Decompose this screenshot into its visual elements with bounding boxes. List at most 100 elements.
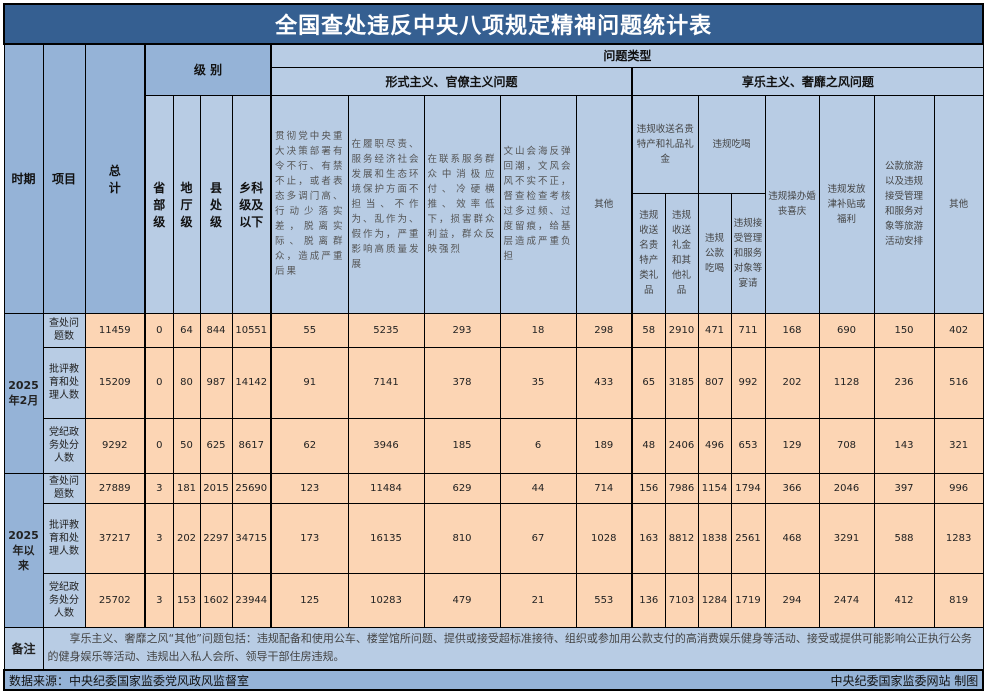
data-cell: 23944 — [231, 572, 272, 628]
data-cell: 496 — [697, 417, 732, 474]
data-cell: 150 — [873, 312, 935, 348]
header-level-provincial: 省部级 — [144, 94, 174, 314]
data-cell: 25702 — [84, 572, 146, 628]
data-cell: 125 — [270, 572, 349, 628]
data-cell: 163 — [631, 502, 666, 574]
data-cell: 625 — [199, 417, 233, 474]
data-cell: 153 — [172, 572, 201, 628]
data-cell: 50 — [172, 417, 201, 474]
data-cell: 25690 — [231, 472, 272, 504]
header-travel: 公款旅游以及违规接受管理和服务对象等旅游活动安排 — [873, 94, 935, 314]
data-cell: 5235 — [347, 312, 425, 348]
table-title: 全国查处违反中央八项规定精神问题统计表 — [2, 3, 985, 45]
data-cell: 80 — [172, 346, 201, 419]
header-gift-money: 违规收送礼金和其他礼品 — [664, 192, 699, 314]
data-cell: 1154 — [697, 472, 732, 504]
header-formalism-col-2: 在履职尽责、服务经济社会发展和生态环境保护方面不担当、不作为、乱作为、假作为，严… — [347, 94, 425, 314]
statistics-table-container: 全国查处违反中央八项规定精神问题统计表 时期 项目 总计 级 别 问题类型 形式… — [2, 3, 985, 691]
data-cell: 37217 — [84, 502, 146, 574]
data-cell: 471 — [697, 312, 732, 348]
data-cell: 708 — [818, 417, 875, 474]
data-cell: 11484 — [347, 472, 425, 504]
remark-text: 享乐主义、奢靡之风“其他”问题包括：违规配备和使用公车、楼堂馆所问题、提供或接受… — [42, 626, 984, 671]
header-gift-specialties: 违规收送名贵特产类礼品 — [631, 192, 666, 314]
header-formalism-col-3: 在联系服务群众中消极应付、冷硬横推、效率低下，损害群众利益，群众反映强烈 — [423, 94, 501, 314]
data-cell: 3 — [144, 572, 174, 628]
data-cell: 987 — [199, 346, 233, 419]
footer: 数据来源：中央纪委国家监委党风政风监督室 中央纪委国家监委网站 制图 — [2, 669, 985, 691]
data-cell: 27889 — [84, 472, 146, 504]
header-formalism-col-1: 贯彻党中央重大决策部署有令不行、有禁不止，或者表态多调门高、行动少落实差，脱离实… — [270, 94, 349, 314]
data-cell: 1602 — [199, 572, 233, 628]
data-cell: 3185 — [664, 346, 699, 419]
data-cell: 629 — [423, 472, 501, 504]
data-cell: 35 — [499, 346, 577, 419]
data-cell: 11459 — [84, 312, 146, 348]
data-cell: 21 — [499, 572, 577, 628]
table-row: 党纪政务处分人数 25702 3 153 1602 23944 125 10283 479 21 5… — [4, 572, 984, 628]
data-cell: 202 — [172, 502, 201, 574]
data-cell: 16135 — [347, 502, 425, 574]
header-allowances: 违规发放津补贴或福利 — [818, 94, 875, 314]
data-cell: 129 — [764, 417, 820, 474]
header-formalism-other: 其他 — [575, 94, 633, 314]
data-cell: 2474 — [818, 572, 875, 628]
data-cell: 143 — [873, 417, 935, 474]
data-cell: 91 — [270, 346, 349, 419]
data-cell: 653 — [730, 417, 766, 474]
data-cell: 366 — [764, 472, 820, 504]
data-cell: 0 — [144, 346, 174, 419]
data-cell: 402 — [933, 312, 984, 348]
row-item-label: 查处问题数 — [42, 472, 86, 504]
header-gift-group: 违规收送名贵特产和礼品礼金 — [631, 94, 699, 194]
data-cell: 14142 — [231, 346, 272, 419]
data-cell: 2046 — [818, 472, 875, 504]
data-cell: 553 — [575, 572, 633, 628]
data-cell: 819 — [933, 572, 984, 628]
data-cell: 516 — [933, 346, 984, 419]
data-cell: 6 — [499, 417, 577, 474]
data-cell: 433 — [575, 346, 633, 419]
data-cell: 690 — [818, 312, 875, 348]
table-row: 2025年2月 查处问题数 11459 0 64 844 10551 55 5235 293 18 2… — [3, 312, 984, 474]
table-row: 批评教育和处理人数 37217 3 202 2297 34715 173 16135 810 67… — [4, 502, 984, 574]
data-cell: 378 — [423, 346, 501, 419]
data-cell: 123 — [270, 472, 349, 504]
data-cell: 294 — [764, 572, 820, 628]
data-cell: 44 — [499, 472, 577, 504]
header-level-township: 乡科级及以下 — [231, 94, 272, 314]
data-cell: 0 — [144, 417, 174, 474]
data-cell: 479 — [423, 572, 501, 628]
header-hedonism: 享乐主义、奢靡之风问题 — [630, 66, 984, 96]
data-cell: 810 — [423, 502, 501, 574]
table-row: 党纪政务处分人数 9292 0 50 625 8617 62 3946 185 6 189 48 240… — [4, 417, 984, 474]
data-cell: 992 — [730, 346, 766, 419]
header-level: 级 别 — [144, 43, 272, 96]
data-cell: 15209 — [84, 346, 146, 419]
data-cell: 1028 — [575, 502, 633, 574]
data-cell: 185 — [423, 417, 501, 474]
data-cell: 202 — [764, 346, 820, 419]
data-cell: 2406 — [664, 417, 699, 474]
header-formalism-col-4: 文山会海反弹回潮，文风会风不实不正，督查检查考核过多过频、过度留痕，给基层造成严… — [499, 94, 577, 314]
data-cell: 7103 — [664, 572, 699, 628]
row-item-label: 批评教育和处理人数 — [42, 346, 86, 419]
data-cell: 8617 — [231, 417, 272, 474]
data-cell: 2561 — [730, 502, 766, 574]
data-cell: 236 — [873, 346, 935, 419]
data-cell: 1719 — [730, 572, 766, 628]
header-hedonism-other: 其他 — [933, 94, 984, 314]
data-cell: 173 — [270, 502, 349, 574]
data-cell: 3 — [144, 502, 174, 574]
data-cell: 8812 — [664, 502, 699, 574]
data-cell: 397 — [873, 472, 935, 504]
data-cell: 807 — [697, 346, 732, 419]
data-cell: 10283 — [347, 572, 425, 628]
data-cell: 711 — [730, 312, 766, 348]
data-cell: 996 — [933, 472, 984, 504]
data-cell: 3 — [144, 472, 174, 504]
period-label: 2025年2月 — [3, 312, 44, 474]
data-cell: 321 — [933, 417, 984, 474]
data-cell: 55 — [270, 312, 349, 348]
data-cell: 18 — [499, 312, 577, 348]
